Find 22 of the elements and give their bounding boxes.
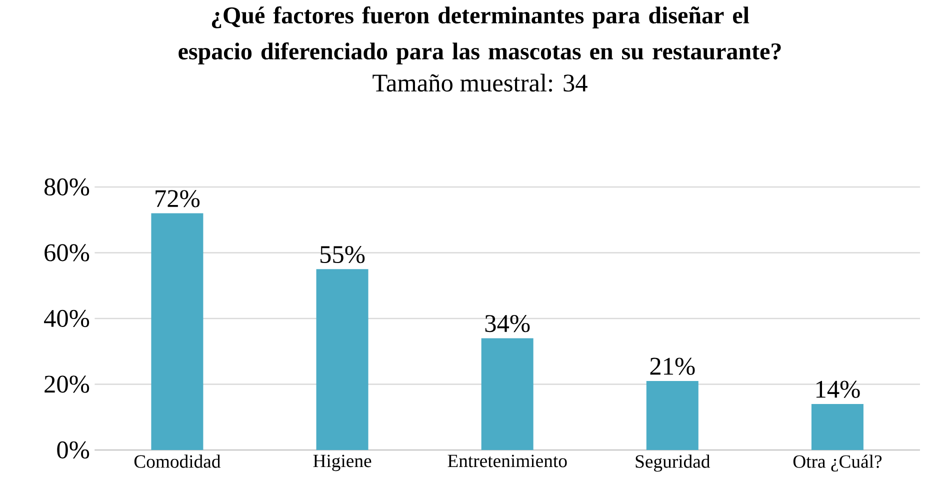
x-tick-label: Entretenimiento xyxy=(448,454,567,468)
data-label: 34% xyxy=(485,315,530,332)
bar xyxy=(151,213,204,450)
x-tick-label: Comodidad xyxy=(134,454,221,468)
y-tick-label: 40% xyxy=(44,310,90,328)
data-label: 21% xyxy=(650,358,695,375)
bar xyxy=(646,380,698,450)
bar xyxy=(481,338,534,450)
y-tick-label: 60% xyxy=(44,244,90,262)
x-tick-label: Otra ¿Cuál? xyxy=(793,454,882,472)
y-tick-label: 20% xyxy=(44,376,90,393)
data-label: 14% xyxy=(816,380,860,398)
y-tick-label: 0% xyxy=(57,441,90,459)
y-tick-label: 80% xyxy=(44,178,90,196)
chart-subtitle: Tamaño muestral: 34 xyxy=(372,74,588,92)
data-label: 72% xyxy=(156,190,200,208)
bar xyxy=(316,269,368,450)
x-tick-label: Higiene xyxy=(313,454,372,472)
x-tick-label: Seguridad xyxy=(636,454,710,472)
bar xyxy=(811,404,864,450)
data-label: 55% xyxy=(320,246,365,264)
chart-title: ¿Qué factores fueron determinantes para diseñar el espacio diferenciado para las mascotas en su restaurante? xyxy=(178,6,781,64)
